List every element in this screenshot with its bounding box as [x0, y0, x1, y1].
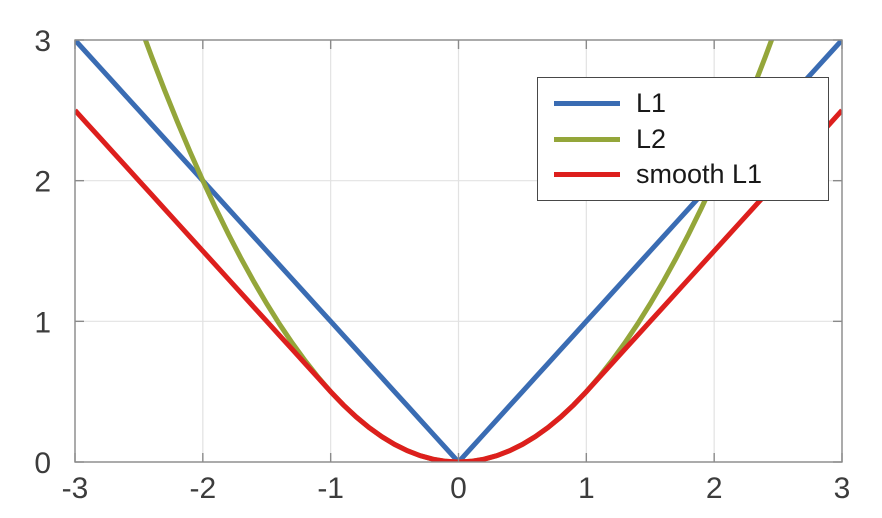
y-tick-label: 3 — [34, 25, 51, 58]
legend-swatch-smooth-l1 — [554, 171, 620, 177]
y-tick-label: 0 — [34, 447, 51, 480]
legend-item-l2: L2 — [554, 123, 812, 154]
legend-label: L2 — [636, 123, 667, 154]
y-tick-label: 1 — [34, 306, 51, 339]
x-tick-label: 0 — [450, 472, 467, 505]
y-tick-label: 2 — [34, 166, 51, 199]
legend-item-smooth-l1: smooth L1 — [554, 158, 812, 189]
legend-swatch-l2 — [554, 136, 620, 142]
legend-swatch-l1 — [554, 101, 620, 107]
legend-item-l1: L1 — [554, 90, 812, 117]
legend-label: L1 — [636, 88, 667, 119]
x-tick-label: 3 — [834, 472, 851, 505]
x-tick-label: -1 — [317, 472, 344, 505]
x-tick-label: 1 — [578, 472, 595, 505]
series-line-smooth-l1 — [75, 108, 842, 462]
x-tick-label: -2 — [189, 472, 216, 505]
x-tick-label: 2 — [706, 472, 723, 505]
legend: L1 L2 smooth L1 — [537, 77, 829, 201]
x-tick-label: -3 — [62, 472, 89, 505]
legend-label: smooth L1 — [636, 158, 763, 189]
